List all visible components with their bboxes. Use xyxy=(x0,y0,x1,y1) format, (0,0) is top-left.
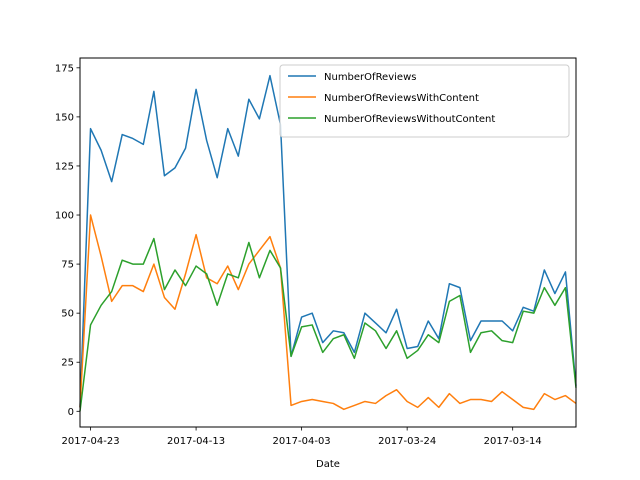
y-tick-label: 50 xyxy=(61,309,74,320)
x-tick-label: 2017-04-13 xyxy=(167,436,225,447)
series-line-NumberOfReviewsWithContent xyxy=(79,214,577,411)
x-axis-label: Date xyxy=(316,459,340,470)
series-line-NumberOfReviews xyxy=(79,74,577,408)
y-tick-label: 150 xyxy=(55,112,74,123)
x-axis: 2017-04-23 2017-04-13 2017-04-03 2017-03-24… xyxy=(61,427,542,447)
axes-frame xyxy=(79,57,577,428)
legend-label: NumberOfReviewsWithContent xyxy=(324,93,479,104)
x-tick-label: 2017-03-14 xyxy=(484,436,542,447)
x-tick-label: 2017-03-24 xyxy=(378,436,436,447)
legend: NumberOfReviews NumberOfReviewsWithConten… xyxy=(279,64,570,138)
legend-box xyxy=(279,64,570,138)
y-tick-label: 25 xyxy=(61,358,74,369)
x-tick-label: 2017-04-03 xyxy=(273,436,331,447)
y-tick-label: 175 xyxy=(55,63,74,74)
y-tick-label: 125 xyxy=(55,161,74,172)
series-lines xyxy=(79,74,577,412)
y-tick-label: 75 xyxy=(61,260,74,271)
legend-label: NumberOfReviewsWithoutContent xyxy=(324,114,495,125)
series-line-NumberOfReviewsWithoutContent xyxy=(79,237,577,412)
y-tick-label: 100 xyxy=(55,211,74,222)
legend-label: NumberOfReviews xyxy=(324,72,416,83)
y-axis: 0 25 50 75 100 125 150 175 xyxy=(55,63,80,418)
x-tick-label: 2017-04-23 xyxy=(61,436,119,447)
y-tick-label: 0 xyxy=(68,407,74,418)
